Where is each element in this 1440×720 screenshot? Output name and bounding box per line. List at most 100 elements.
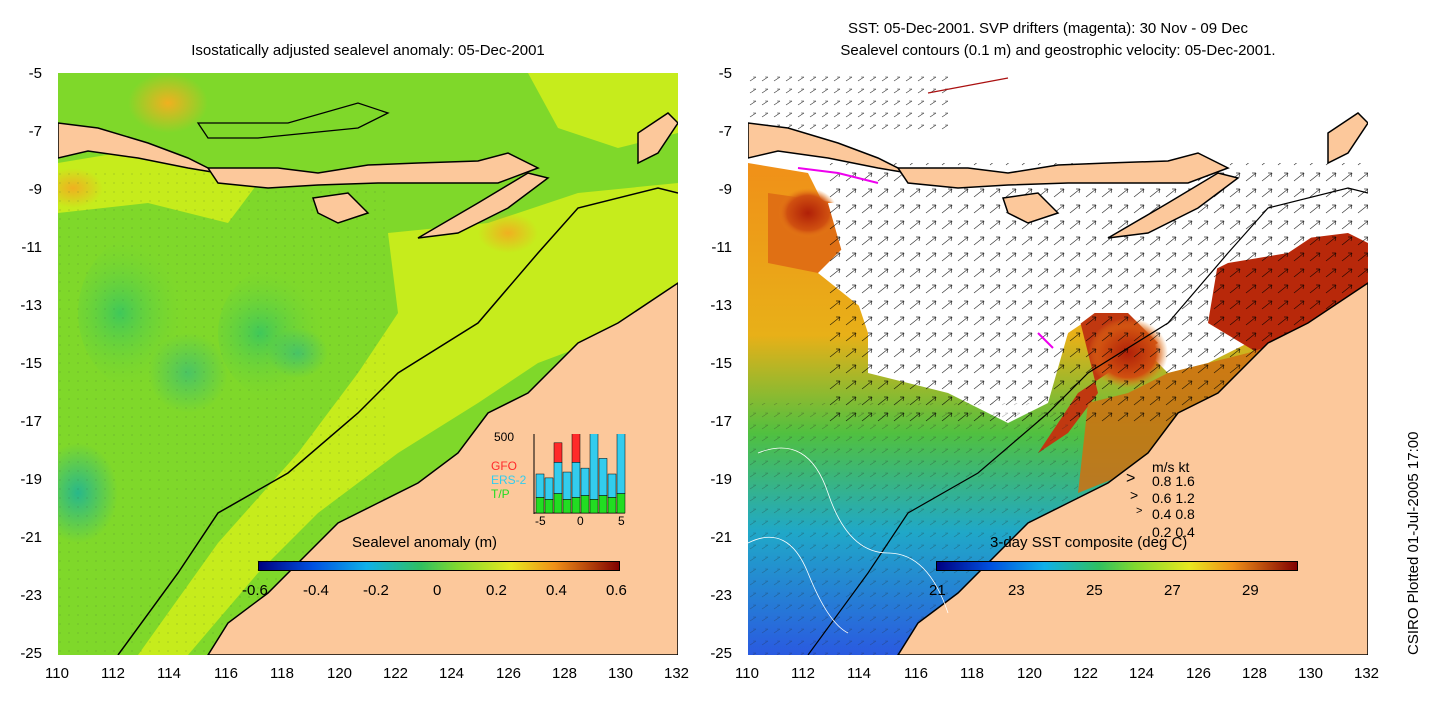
right-panel-title-line1: SST: 05-Dec-2001. SVP drifters (magenta)…	[848, 20, 1248, 37]
right-ytick: -11	[711, 239, 732, 256]
inset-bar-tp	[553, 493, 563, 514]
right-cb-tick: 27	[1164, 582, 1181, 599]
inset-bar-tp	[544, 499, 554, 514]
inset-xtick: -5	[535, 514, 546, 528]
inset-bar-tp	[607, 497, 617, 514]
velocity-legend-arrow-icon: >	[1130, 487, 1139, 503]
inset-bar-tp	[616, 493, 626, 514]
right-ytick: -13	[710, 297, 732, 314]
inset-ymax-label: 500	[494, 430, 515, 444]
right-ytick: -17	[710, 413, 732, 430]
left-xtick: 124	[439, 665, 465, 682]
left-islands-ne	[637, 112, 678, 165]
inset-bar-ers	[571, 462, 581, 498]
right-xtick: 128	[1242, 665, 1268, 682]
left-ytick: -17	[20, 413, 42, 430]
inset-xtick: 0	[577, 514, 584, 528]
left-ytick: -9	[28, 181, 42, 198]
left-map	[58, 73, 678, 655]
right-xtick: 130	[1298, 665, 1324, 682]
inset-bar-tp	[589, 499, 599, 514]
right-sealevel-contour	[748, 536, 849, 634]
right-cb-tick: 21	[929, 582, 946, 599]
right-cb-tick: 23	[1008, 582, 1025, 599]
left-ytick: -25	[20, 645, 42, 662]
inset-bar-tp	[580, 495, 590, 514]
inset-bar-ers	[562, 471, 572, 500]
right-ytick: -21	[710, 529, 732, 546]
left-xtick: 130	[608, 665, 634, 682]
left-cb-tick: 0	[433, 582, 442, 599]
inset-bar-ers	[553, 462, 563, 494]
inset-bar-gfo	[571, 434, 581, 463]
left-sumba	[312, 192, 370, 224]
velocity-legend-row: 0.6 1.2	[1152, 490, 1195, 506]
left-shelf-contour	[117, 187, 678, 655]
left-xtick: 122	[383, 665, 409, 682]
left-ytick: -19	[20, 471, 42, 488]
right-xtick: 124	[1129, 665, 1155, 682]
inset-bar-tp	[571, 497, 581, 514]
velocity-legend-row: 0.4 0.8	[1152, 506, 1195, 522]
inset-bar-gfo	[553, 442, 563, 463]
left-xtick: 114	[157, 665, 181, 682]
right-drifter-track	[797, 167, 879, 184]
inset-xtick: 5	[618, 514, 625, 528]
right-java-land	[748, 122, 909, 174]
left-yellow-top	[528, 73, 678, 148]
inset-bar-ers	[535, 473, 545, 498]
inset-bar-tp	[535, 497, 545, 514]
right-xtick: 114	[847, 665, 871, 682]
left-island-sulawesi-tip	[196, 102, 390, 139]
inset-legend-tp: T/P	[491, 487, 510, 501]
left-xtick: 112	[101, 665, 125, 682]
right-xtick: 110	[735, 665, 759, 682]
right-ytick: -15	[710, 355, 732, 372]
right-dense-arrows	[748, 73, 948, 133]
inset-histogram	[533, 434, 626, 514]
left-ytick: -11	[21, 239, 42, 256]
left-ytick: -21	[20, 529, 42, 546]
right-shelf-contour	[807, 187, 1368, 655]
left-colorbar-label: Sealevel anomaly (m)	[352, 534, 498, 551]
right-xtick: 132	[1354, 665, 1380, 682]
left-java-land	[58, 122, 219, 174]
right-ytick: -9	[718, 181, 732, 198]
inset-bar-ers	[544, 477, 554, 500]
left-ytick: -15	[20, 355, 42, 372]
left-xtick: 118	[270, 665, 294, 682]
left-cb-tick: -0.2	[363, 582, 389, 599]
left-xtick: 110	[45, 665, 69, 682]
inset-legend-ers: ERS-2	[491, 473, 527, 487]
left-xtick: 116	[214, 665, 238, 682]
left-cb-tick: -0.6	[242, 582, 268, 599]
left-timor	[417, 172, 550, 239]
left-cb-tick: 0.2	[486, 582, 507, 599]
left-ytick: -5	[28, 65, 42, 82]
left-xtick: 120	[327, 665, 353, 682]
right-ytick: -19	[710, 471, 732, 488]
left-xtick: 128	[552, 665, 578, 682]
right-colorbar-label: 3-day SST composite (deg C)	[990, 534, 1188, 551]
velocity-legend-arrow-icon: >	[1136, 505, 1143, 517]
inset-bar-ers	[598, 458, 608, 496]
right-sealevel-contour	[757, 447, 949, 614]
right-ytick: -5	[718, 65, 732, 82]
right-xtick: 118	[960, 665, 984, 682]
left-panel-title: Isostatically adjusted sealevel anomaly:…	[191, 42, 545, 59]
right-xtick: 120	[1017, 665, 1043, 682]
inset-bar-tp	[562, 499, 572, 514]
right-ytick: -23	[710, 587, 732, 604]
left-xtick: 126	[496, 665, 522, 682]
velocity-legend-header: m/s kt	[1152, 459, 1190, 475]
right-ytick: -25	[710, 645, 732, 662]
left-ytick: -13	[20, 297, 42, 314]
velocity-legend-row: 0.2 0.4	[1152, 524, 1195, 540]
right-panel-title-line2: Sealevel contours (0.1 m) and geostrophi…	[840, 42, 1276, 59]
right-colorbar	[936, 561, 1298, 571]
left-warm-blob-3	[478, 213, 538, 253]
credit-text: CSIRO Plotted 01-Jul-2005 17:00	[1405, 431, 1422, 655]
inset-bar-tp	[598, 495, 608, 514]
inset-legend-gfo: GFO	[491, 459, 517, 473]
right-sumba	[1002, 192, 1060, 224]
